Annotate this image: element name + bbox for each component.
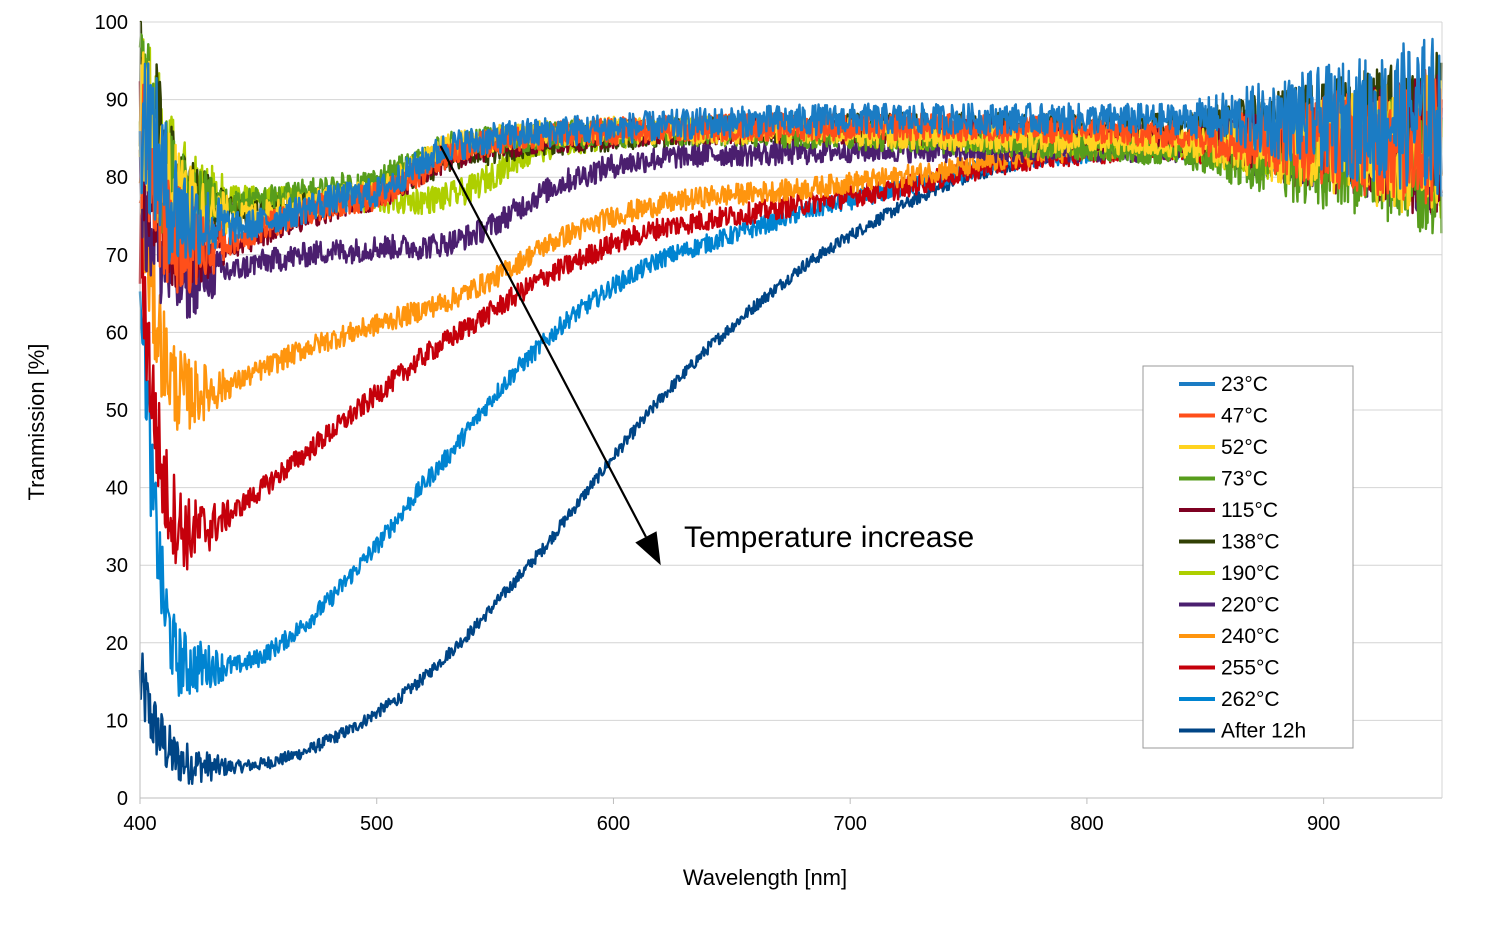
axes [139, 22, 1443, 804]
x-tick-label: 900 [1307, 813, 1340, 835]
x-tick-label: 600 [597, 813, 630, 835]
legend-label: 115°C [1221, 499, 1278, 522]
legend-label: 47°C [1221, 405, 1268, 428]
x-tick-label: 500 [360, 813, 393, 835]
y-tick-label: 60 [106, 322, 128, 344]
legend-label: 52°C [1221, 436, 1268, 459]
legend-label: 138°C [1221, 531, 1280, 554]
x-tick-label: 700 [833, 813, 866, 835]
y-tick-label: 50 [106, 400, 128, 422]
legend-label: 190°C [1221, 562, 1280, 585]
y-tick-label: 80 [106, 167, 128, 189]
legend-label: 220°C [1221, 594, 1280, 617]
legend-label: 240°C [1221, 625, 1280, 648]
legend-label: 23°C [1221, 373, 1268, 396]
temperature-arrow-head [635, 531, 661, 566]
y-tick-label: 90 [106, 90, 128, 112]
legend-label: 255°C [1221, 657, 1280, 680]
series-lines [138, 20, 1443, 785]
y-tick-label: 40 [106, 478, 128, 500]
series-line [138, 37, 1443, 265]
y-tick-label: 70 [106, 245, 128, 267]
annotation: Temperature increase [439, 145, 974, 566]
y-axis-title: Tranmission [%] [24, 344, 49, 501]
tick-labels: 0 10 20 30 40 50 60 70 80 90 100 400 500 600 700 800 900 [95, 12, 1341, 835]
y-tick-label: 100 [95, 12, 128, 34]
legend-label: 73°C [1221, 468, 1268, 491]
legend-label: 262°C [1221, 688, 1280, 711]
x-tick-label: 800 [1070, 813, 1103, 835]
legend-label: After 12h [1221, 720, 1306, 743]
x-axis-title: Wavelength [nm] [683, 865, 847, 890]
legend: 23°C 47°C 52°C 73°C 115°C 138°C 190°C 220°C 240°… [1142, 365, 1354, 749]
annotation-text: Temperature increase [684, 521, 974, 554]
legend-box [1142, 365, 1354, 749]
y-tick-label: 20 [106, 633, 128, 655]
temperature-arrow [439, 145, 647, 538]
y-tick-label: 30 [106, 555, 128, 577]
y-tick-label: 10 [106, 710, 128, 732]
x-tick-label: 400 [123, 813, 156, 835]
y-tick-label: 0 [117, 788, 128, 810]
